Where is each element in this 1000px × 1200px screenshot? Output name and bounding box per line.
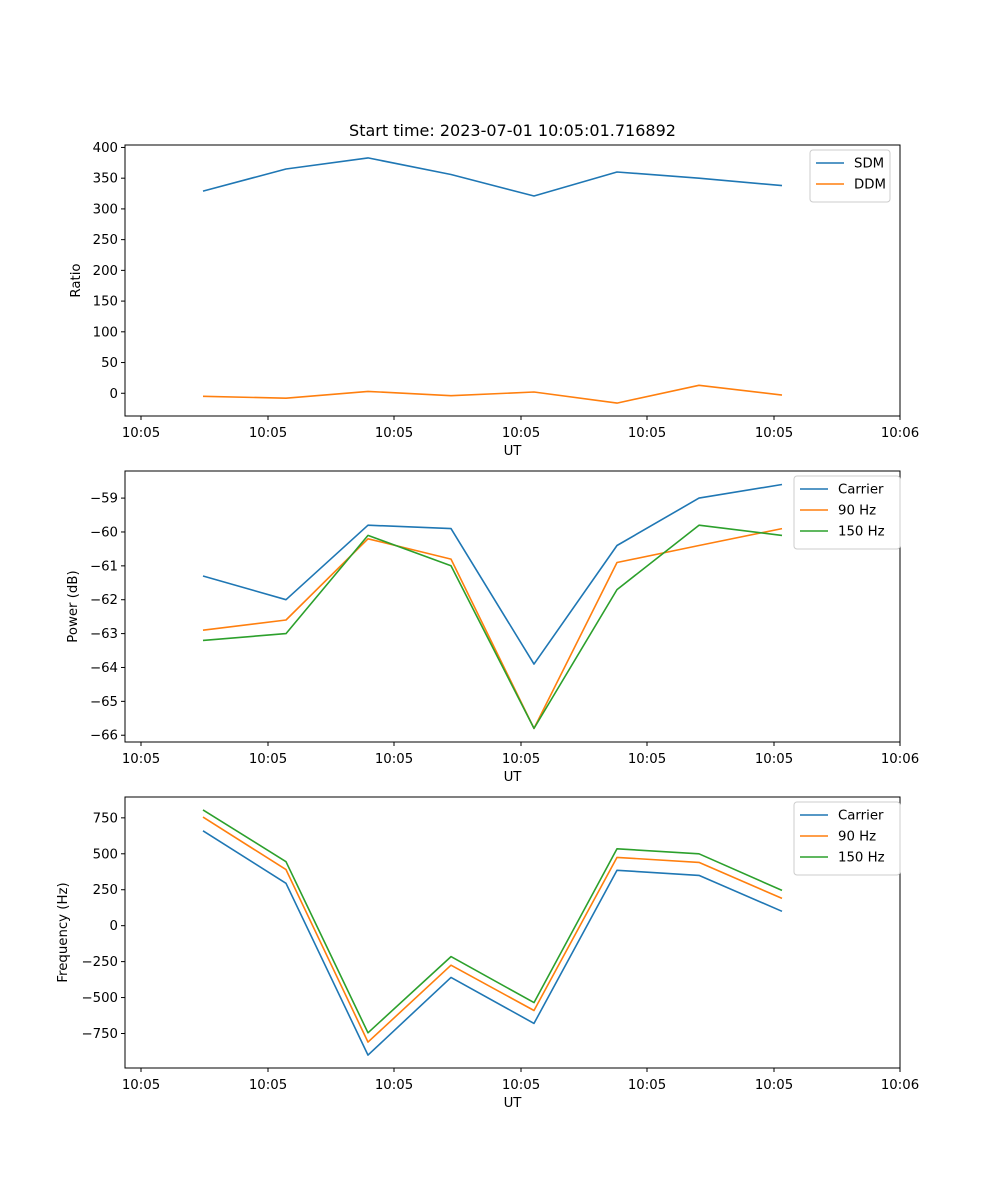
series-line-90-hz [202,816,783,1043]
x-tick-label: 10:06 [881,1078,919,1093]
y-tick-label: 150 [93,295,118,310]
figure-title: Start time: 2023-07-01 10:05:01.716892 [349,121,676,140]
x-tick-label: 10:05 [122,426,160,441]
x-tick-label: 10:05 [249,1078,287,1093]
x-tick-label: 10:05 [755,1078,793,1093]
legend-label: Carrier [838,809,884,824]
y-axis-label: Ratio [69,263,84,297]
legend: SDM DDM [809,149,891,203]
axes-frame [124,470,901,743]
y-tick-label: 100 [93,325,118,340]
x-tick-label: 10:05 [502,752,540,767]
legend-label: 90 Hz [838,830,876,845]
x-tick-label: 10:05 [122,752,160,767]
y-tick-label: 350 [93,172,118,187]
x-tick-label: 10:05 [249,426,287,441]
series-line-sdm [202,157,783,197]
legend-label: SDM [854,157,884,172]
x-tick-label: 10:06 [881,426,919,441]
x-axis-label: UT [504,1096,523,1111]
x-axis-label: UT [504,444,523,459]
legend-label: 90 Hz [838,504,876,519]
legend: Carrier 90 Hz 150 Hz [793,801,901,876]
x-tick-label: 10:05 [502,426,540,441]
y-tick-label: 50 [101,356,118,371]
y-tick-label: −65 [90,695,118,710]
y-tick-label: 750 [93,811,118,826]
legend-label: 150 Hz [838,525,885,540]
legend: Carrier 90 Hz 150 Hz [793,475,901,550]
legend-label: 150 Hz [838,851,885,866]
y-tick-label: 250 [93,233,118,248]
x-tick-label: 10:05 [502,1078,540,1093]
x-tick-label: 10:05 [755,426,793,441]
axes-frame [124,144,901,417]
x-tick-label: 10:05 [628,752,666,767]
x-tick-label: 10:05 [375,752,413,767]
y-tick-label: −63 [90,627,118,642]
x-tick-label: 10:05 [249,752,287,767]
y-tick-label: −250 [81,955,118,970]
x-tick-label: 10:05 [375,1078,413,1093]
x-tick-label: 10:06 [881,752,919,767]
legend-label: DDM [854,178,886,193]
x-tick-label: 10:05 [122,1078,160,1093]
y-tick-label: 200 [93,264,118,279]
x-axis-label: UT [504,770,523,785]
axes-frame [124,796,901,1069]
series-line-150-hz [202,524,783,730]
y-tick-label: 0 [110,387,118,402]
y-tick-label: −66 [90,729,118,744]
x-tick-label: 10:05 [628,1078,666,1093]
series-line-90-hz [202,527,783,730]
y-tick-label: −60 [90,525,118,540]
y-tick-label: −62 [90,593,118,608]
y-tick-label: −61 [90,559,118,574]
y-tick-label: −64 [90,661,118,676]
y-tick-label: 250 [93,883,118,898]
series-line-ddm [202,384,783,404]
legend-label: Carrier [838,483,884,498]
y-axis-label: Frequency (Hz) [56,882,71,982]
x-tick-label: 10:05 [375,426,413,441]
y-tick-label: 300 [93,202,118,217]
y-tick-label: 0 [110,919,118,934]
y-tick-label: 400 [93,141,118,156]
y-tick-label: −59 [90,492,118,507]
y-tick-label: 500 [93,847,118,862]
x-tick-label: 10:05 [755,752,793,767]
series-line-carrier [202,483,783,665]
y-tick-label: −500 [81,991,118,1006]
chart-panel-2: −66 −65 −64 −63 −62 −61 −60 −59 10:05 10:05 10:05 1… [66,470,919,785]
series-line-carrier [202,830,783,1056]
y-axis-label: Power (dB) [66,570,81,642]
y-tick-label: −750 [81,1027,118,1042]
x-tick-label: 10:05 [628,426,666,441]
series-line-150-hz [202,809,783,1034]
chart-panel-1: 0 50 100 150 200 250 300 350 400 10:05 10:05 10:05 1… [69,141,919,459]
chart-panel-3: −750 −500 −250 0 250 500 750 10:05 10:05 10:05 10:… [56,796,919,1111]
